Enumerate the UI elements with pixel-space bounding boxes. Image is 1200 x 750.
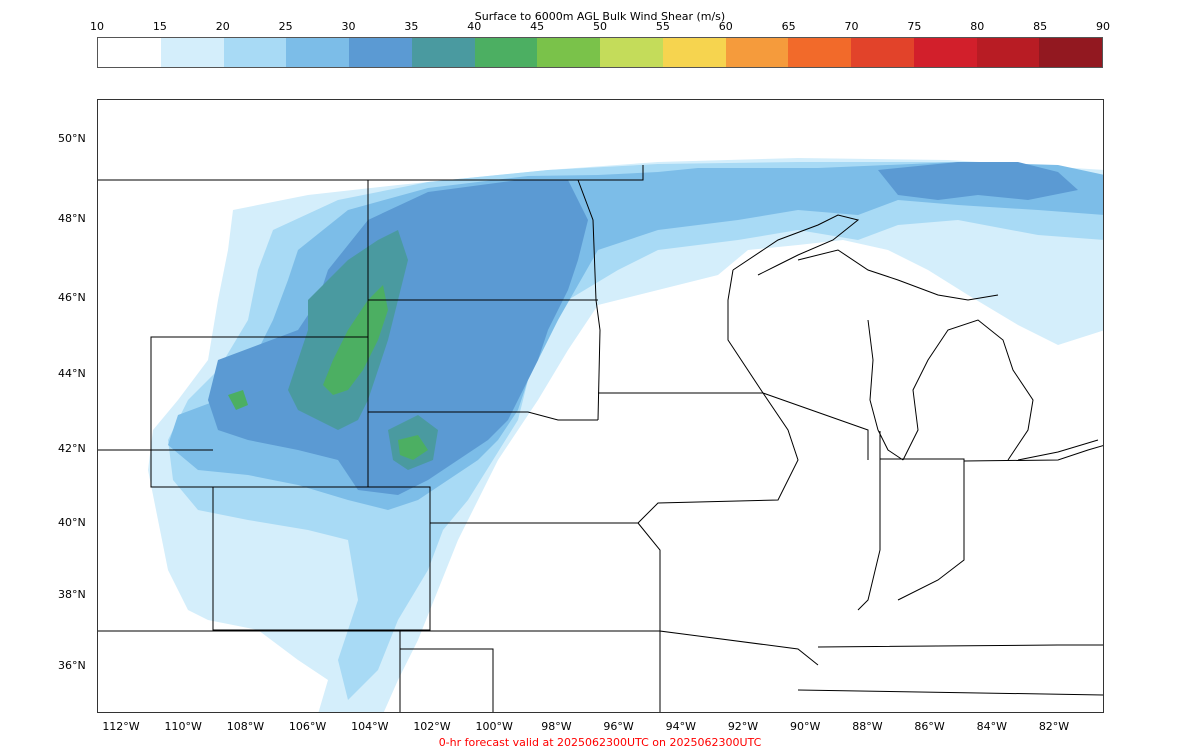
colorbar [97,37,1103,68]
colorbar-cell-8 [600,38,663,67]
shear-contour-30-north [878,162,1078,200]
colorbar-tick-label: 65 [781,20,796,33]
colorbar-cell-15 [1039,38,1102,67]
state-borders [98,165,1103,712]
latitude-label: 42°N [58,442,86,455]
latitude-label: 36°N [58,659,86,672]
longitude-label: 96°W [603,720,634,733]
longitude-label: 84°W [976,720,1007,733]
colorbar-tick-label: 85 [1033,20,1048,33]
latitude-label: 50°N [58,132,86,145]
colorbar-tick-label: 75 [907,20,922,33]
latitude-label: 40°N [58,516,86,529]
longitude-label: 94°W [665,720,696,733]
longitude-label: 98°W [541,720,572,733]
longitude-label: 106°W [288,720,327,733]
longitude-label: 108°W [226,720,265,733]
longitude-label: 90°W [790,720,821,733]
colorbar-cell-2 [223,38,287,67]
tx-panhandle [400,648,494,712]
colorbar-cell-10 [725,38,789,67]
colorbar-cell-9 [662,38,726,67]
longitude-label: 86°W [914,720,945,733]
map-frame [97,99,1104,713]
indiana-ohio [880,458,965,601]
colorbar-title: Surface to 6000m AGL Bulk Wind Shear (m/… [474,10,726,23]
colorbar-cell-7 [537,38,600,67]
colorbar-tick-label: 60 [718,20,733,33]
colorbar-tick-label: 70 [844,20,859,33]
latitude-label: 46°N [58,291,86,304]
colorbar-tick-label: 30 [341,20,356,33]
colorbar-cell-0 [98,38,161,67]
lake-superior [732,214,860,276]
colorbar-tick-label: 90 [1096,20,1110,33]
colorbar-tick-label: 20 [215,20,230,33]
latitude-label: 44°N [58,367,86,380]
longitude-label: 110°W [164,720,202,733]
colorbar-cell-14 [976,38,1040,67]
colorbar-tick-label: 10 [90,20,104,33]
illinois-indiana [857,431,881,611]
lake-michigan-west [867,319,904,461]
iowa-border [598,392,799,524]
colorbar-cell-6 [474,38,538,67]
colorado-border [212,486,431,631]
colorbar-tick-label: 15 [152,20,167,33]
colorbar-cell-11 [788,38,851,67]
longitude-label: 82°W [1038,720,1070,733]
latitude-label: 38°N [58,588,86,601]
longitude-label: 88°W [852,720,883,733]
wi-il [762,392,869,460]
tn-south [797,689,1103,696]
longitude-label: 104°W [351,720,389,733]
dakotas-mn-border [577,179,601,421]
colorbar-tick-label: 35 [404,20,419,33]
colorbar-cell-4 [349,38,412,67]
michigan-lp [902,319,1034,461]
colorbar-tick-label: 40 [467,20,482,33]
missouri-border [637,522,819,666]
colorbar-cell-13 [913,38,977,67]
map-svg [98,158,1103,712]
shear-field [148,158,1103,712]
colorbar-tick-label: 55 [655,20,670,33]
shear-contour-40 [323,285,388,395]
colorbar-tick-label: 45 [530,20,545,33]
shear-contour-30 [208,180,588,495]
colorbar-cell-12 [851,38,914,67]
ky-tn [817,644,1103,648]
minnesota-wi [727,269,764,394]
longitude-label: 102°W [413,720,451,733]
us-canada-border [98,165,644,181]
colorbar-tick-label: 50 [593,20,607,33]
colorbar-cell-3 [286,38,349,67]
forecast-footer: 0-hr forecast valid at 2025062300UTC on … [438,736,762,749]
michigan-up [797,249,999,301]
shear-contour-40-b [398,435,428,460]
shear-contour-40-c [228,390,248,410]
colorbar-tick-label: 80 [970,20,985,33]
longitude-label: 112°W [102,720,140,733]
colorbar-cell-1 [160,38,224,67]
colorbar-tick-label: 25 [278,20,293,33]
ohio-border [963,445,1103,462]
lake-erie [1017,439,1099,461]
latitude-label: 48°N [58,212,86,225]
colorbar-cell-5 [411,38,475,67]
longitude-label: 92°W [727,720,759,733]
longitude-label: 100°W [475,720,513,733]
sd-ne-border [368,411,598,421]
